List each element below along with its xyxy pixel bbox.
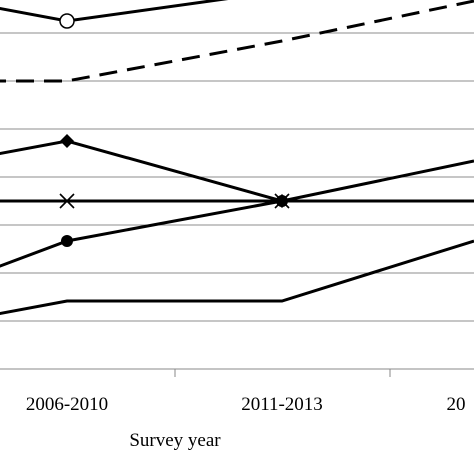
series-line bbox=[0, 159, 474, 268]
data-point bbox=[59, 13, 75, 29]
series-layer bbox=[0, 0, 474, 316]
series-line bbox=[0, 0, 229, 23]
x-tick-label: 20 bbox=[447, 394, 466, 415]
x-tick-labels: 2006-2010 2011-2013 20 bbox=[26, 394, 466, 415]
series-4 bbox=[0, 0, 474, 83]
x-tick-label: 2011-2013 bbox=[241, 394, 323, 415]
series-line bbox=[0, 0, 474, 83]
x-tick-marks bbox=[174, 369, 391, 377]
data-point bbox=[59, 193, 75, 209]
series-8 bbox=[0, 239, 474, 316]
series-line bbox=[0, 239, 474, 316]
data-point bbox=[60, 134, 74, 148]
x-axis-title: Survey year bbox=[129, 430, 221, 451]
series-7 bbox=[0, 159, 474, 268]
x-tick-label: 2006-2010 bbox=[26, 394, 108, 415]
series-line bbox=[0, 139, 474, 203]
gridlines bbox=[0, 32, 474, 322]
series-3 bbox=[0, 0, 229, 29]
data-point bbox=[276, 195, 288, 207]
series-6 bbox=[0, 193, 474, 209]
data-point bbox=[61, 235, 73, 247]
